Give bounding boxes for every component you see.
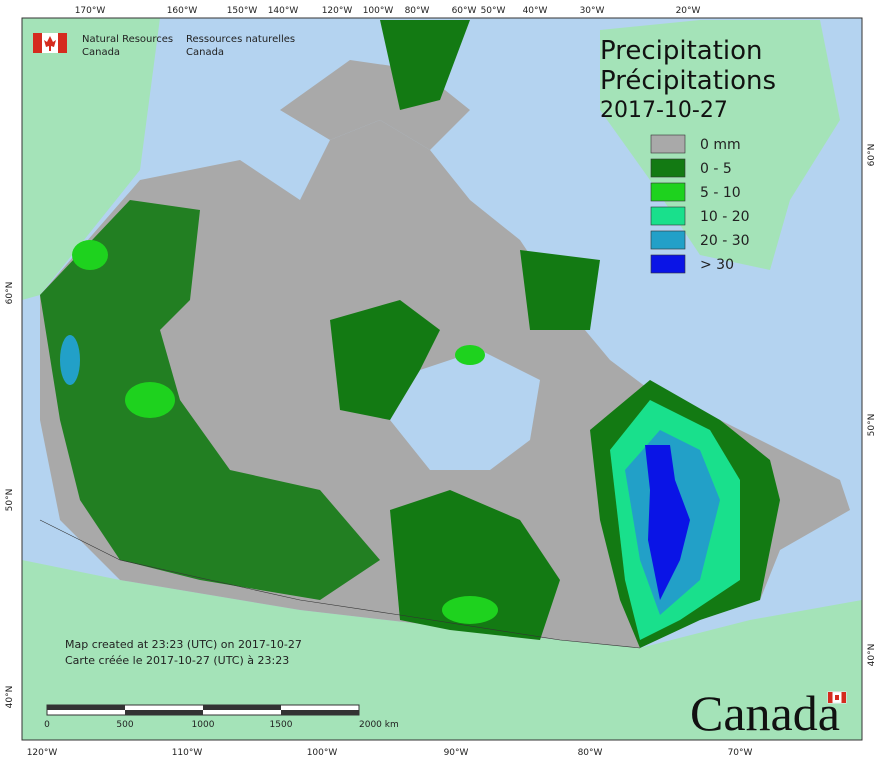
agency-text: Natural Resources: [82, 34, 173, 45]
bc-coast: [60, 335, 80, 385]
maple-leaf: [835, 695, 839, 700]
longitude-label: 80°W: [405, 6, 430, 16]
latitude-label: 60°N: [867, 144, 877, 167]
quebec-over-30: [645, 445, 690, 600]
wordmark: Canada: [690, 685, 840, 741]
longitude-label: 120°W: [322, 6, 353, 16]
scale-seg: [203, 705, 281, 710]
legend-swatch: [650, 182, 686, 202]
ontario-patch: [442, 596, 498, 624]
longitude-label: 70°W: [728, 748, 753, 758]
legend-swatch: [650, 158, 686, 178]
longitude-label: 160°W: [167, 6, 198, 16]
baffin-green: [520, 250, 600, 330]
border: [39, 519, 641, 649]
ellesmere: [380, 20, 470, 110]
flag-bar: [841, 692, 846, 703]
longitude-label: 50°W: [481, 6, 506, 16]
latitude-label: 50°N: [5, 489, 15, 512]
west-green: [40, 200, 380, 600]
greenland: [600, 20, 840, 270]
title: Precipitation: [600, 36, 763, 66]
longitude-label: 90°W: [444, 748, 469, 758]
legend: 0 mm 0 - 5 5 - 10 10 - 20 20 - 30 > 30: [650, 134, 750, 274]
longitude-label: 120°W: [27, 748, 58, 758]
scale-label: 1000: [192, 720, 215, 730]
nrcan-signature: Natural Resources Canada Ressources natu…: [33, 33, 295, 58]
agency-text: Ressources naturelles: [186, 34, 295, 45]
longitude-label: 140°W: [268, 6, 299, 16]
scale-seg: [47, 705, 125, 710]
maple-leaf: [44, 36, 56, 51]
nunavut-green: [330, 300, 440, 420]
legend-swatch: [650, 134, 686, 154]
title: Précipitations: [600, 66, 776, 96]
latitude-label: 40°N: [5, 686, 15, 709]
alaska: [22, 18, 160, 300]
longitude-label: 80°W: [578, 748, 603, 758]
flag-bar: [58, 33, 67, 53]
scale-label: 0: [44, 720, 50, 730]
legend-label: 20 - 30: [700, 233, 750, 249]
flag-bar: [33, 33, 42, 53]
scale-label: 1500: [270, 720, 293, 730]
longitude-label: 40°W: [523, 6, 548, 16]
graticule-labels: 170°W 160°W 150°W 140°W 120°W 100°W 80°W 60°W 50…: [5, 6, 877, 758]
map-frame: [21, 17, 863, 741]
longitude-label: 170°W: [75, 6, 106, 16]
legend-label: 0 mm: [700, 137, 741, 153]
flag-bar: [828, 692, 833, 703]
scale-label: 2000 km: [359, 720, 399, 730]
legend-label: 0 - 5: [700, 161, 732, 177]
scale-label: 500: [116, 720, 133, 730]
longitude-label: 30°W: [580, 6, 605, 16]
latitude-label: 40°N: [867, 644, 877, 667]
created-note: Carte créée le 2017-10-27 (UTC) à 23:23: [65, 654, 289, 667]
yukon-patch: [72, 240, 108, 270]
agency-text: Canada: [82, 47, 120, 58]
longitude-label: 100°W: [307, 748, 338, 758]
legend-label: > 30: [700, 257, 734, 273]
agency-text: Canada: [186, 47, 224, 58]
latitude-label: 50°N: [867, 414, 877, 437]
legend-swatch: [650, 230, 686, 250]
legend-label: 10 - 20: [700, 209, 750, 225]
longitude-label: 20°W: [676, 6, 701, 16]
created-note: Map created at 23:23 (UTC) on 2017-10-27: [65, 638, 302, 651]
hudson-bay: [390, 350, 540, 470]
scale-bar: 0 500 1000 1500 2000 km: [44, 704, 399, 730]
longitude-label: 110°W: [172, 748, 203, 758]
map: [21, 17, 863, 741]
alberta-patch: [125, 382, 175, 418]
date: 2017-10-27: [600, 98, 728, 123]
longitude-label: 150°W: [227, 6, 258, 16]
kivalliq-patch: [455, 345, 485, 365]
ontario-green: [390, 490, 560, 640]
legend-swatch: [650, 254, 686, 274]
longitude-label: 100°W: [363, 6, 394, 16]
scale-seg: [125, 710, 203, 715]
legend-swatch: [650, 206, 686, 226]
longitude-label: 60°W: [452, 6, 477, 16]
legend-label: 5 - 10: [700, 185, 741, 201]
usa: [22, 560, 862, 740]
scale-seg: [281, 710, 359, 715]
canada-wordmark: Canada: [690, 685, 847, 741]
latitude-label: 60°N: [5, 282, 15, 305]
